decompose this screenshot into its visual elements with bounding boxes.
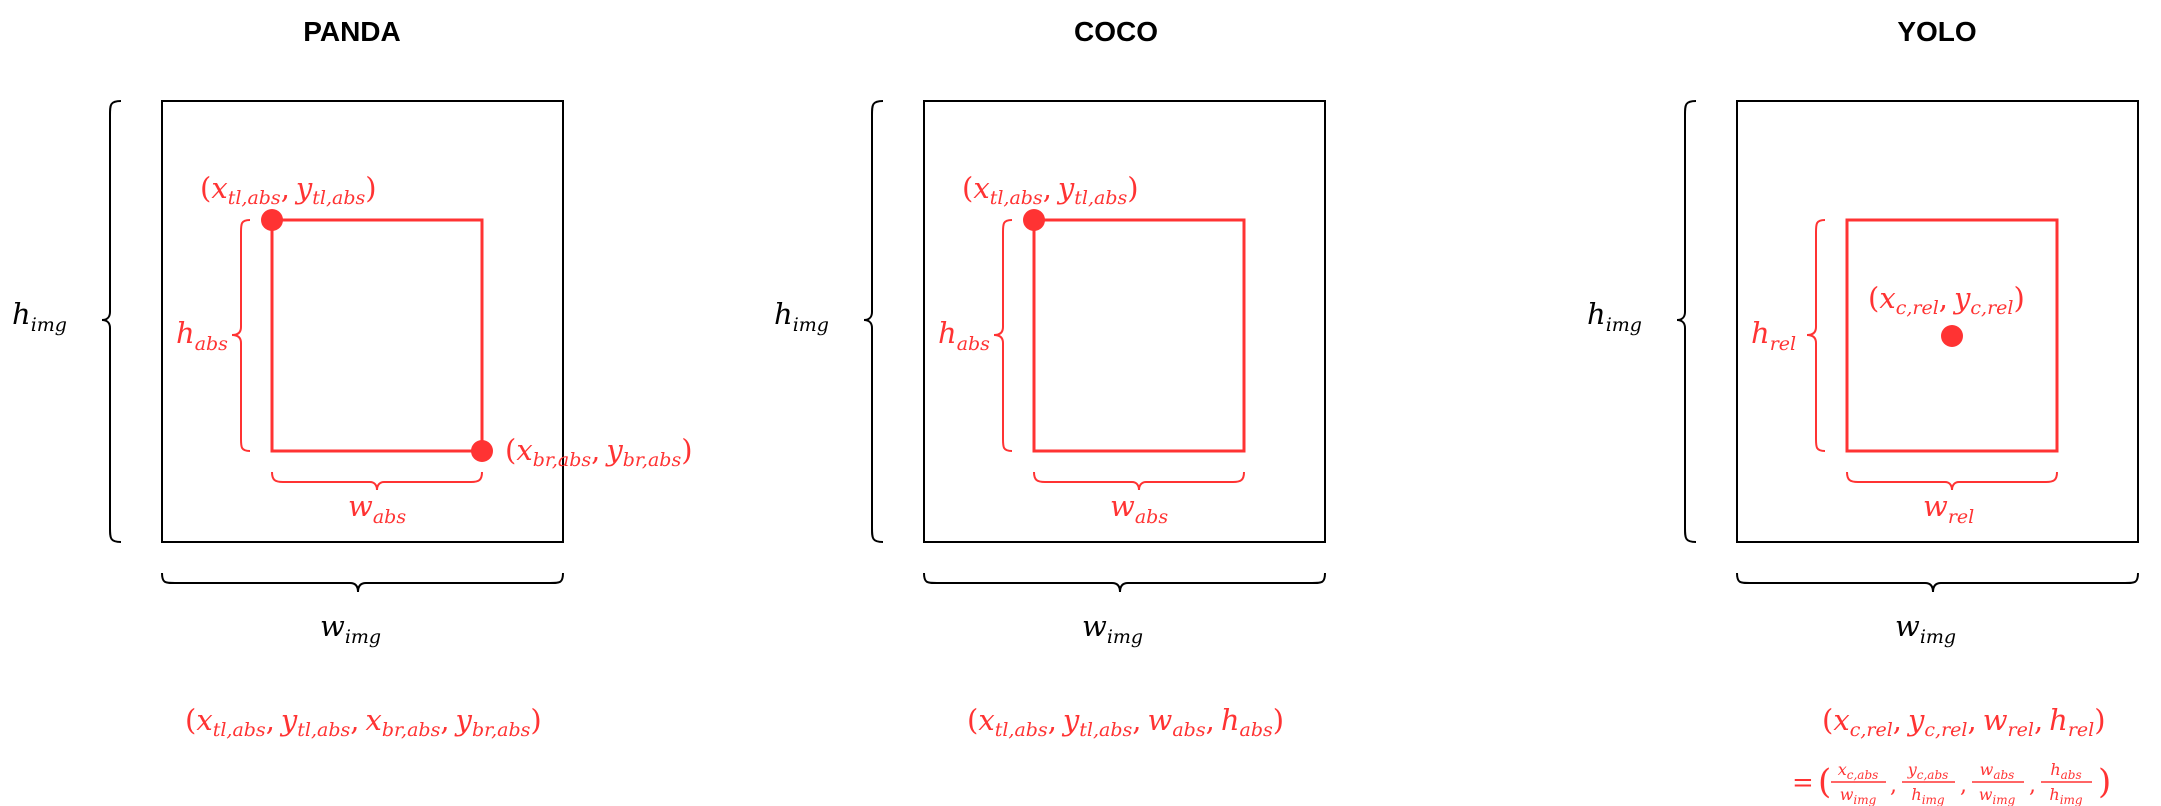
image-height-label: himg [12,297,67,336]
image-width-label: wimg [320,609,381,648]
box-height-brace [993,219,1013,452]
box-width-label: wabs [1110,489,1168,528]
bounding-box [1032,218,1246,453]
top-left-point [261,209,283,231]
bottom-right-point-label: (xbr,abs, ybr,abs) [505,433,693,471]
box-height-brace [231,219,251,452]
bounding-box [1845,218,2059,453]
open-paren: ( [1818,762,1831,802]
fraction-3: wabs wimg [1972,760,2024,806]
format-formula: (xtl,abs, ytl,abs, xbr,abs, ybr,abs) [185,703,542,741]
image-height-label: himg [774,297,829,336]
equals-sign: = [1792,768,1814,798]
box-width-brace [1846,471,2058,491]
fraction-denominator: himg [1911,785,1945,806]
box-height-label: habs [938,316,990,355]
fraction-4: habs himg [2041,760,2092,806]
fraction-denominator: wimg [1840,785,1877,806]
format-formula: (xtl,abs, ytl,abs, wabs, habs) [967,703,1284,741]
width-brace [161,572,564,593]
box-width-brace [1033,471,1245,491]
image-width-label: wimg [1895,609,1956,648]
height-brace [863,100,884,543]
box-height-brace [1806,219,1826,452]
top-left-point-label: (xtl,abs, ytl,abs) [200,171,377,209]
image-frame [1736,100,2139,543]
comma: , [1890,773,1897,798]
close-paren: ) [2098,762,2111,802]
fraction-numerator: xc,abs [1838,760,1879,782]
height-brace [101,100,122,543]
bottom-right-point [471,440,493,462]
width-brace [1736,572,2139,593]
center-point-label: (xc,rel, yc,rel) [1868,281,2025,319]
panel-title: YOLO [1897,16,1976,47]
panel-coco: COCO himg wimg habs wabs (xtl,abs, ytl,ab… [774,16,1326,741]
box-width-label: wrel [1923,489,1974,528]
box-width-brace [271,471,483,491]
fraction-2: yc,abs himg [1902,760,1955,806]
height-brace [1676,100,1697,543]
format-formula: (xc,rel, yc,rel, wrel, hrel) [1822,703,2106,741]
fraction-numerator: yc,abs [1907,760,1949,782]
width-brace [923,572,1326,593]
fraction-numerator: wabs [1980,760,2015,782]
image-frame [923,100,1326,543]
image-width-label: wimg [1082,609,1143,648]
top-left-point [1023,209,1045,231]
bounding-box [270,218,484,453]
panel-yolo: YOLO himg wimg hrel wrel (xc,rel, yc,rel)… [1587,16,2139,806]
comma: , [1960,773,1967,798]
image-height-label: himg [1587,297,1642,336]
panel-panda: PANDA himg wimg habs wabs (xtl,abs, ytl,a… [12,16,693,741]
image-frame [161,100,564,543]
fraction-denominator: wimg [1979,785,2016,806]
top-left-point-label: (xtl,abs, ytl,abs) [962,171,1139,209]
format-formula-normalized: = ( xc,abs wimg , yc,abs himg , wabs wim… [1792,760,2111,806]
comma: , [2029,773,2036,798]
box-width-label: wabs [348,489,406,528]
center-point [1941,325,1963,347]
fraction-1: xc,abs wimg [1831,760,1886,806]
box-height-label: hrel [1751,316,1796,355]
panel-title: COCO [1074,16,1158,47]
fraction-denominator: himg [2049,785,2083,806]
fraction-numerator: habs [2050,760,2081,782]
panel-title: PANDA [303,16,400,47]
box-height-label: habs [176,316,228,355]
